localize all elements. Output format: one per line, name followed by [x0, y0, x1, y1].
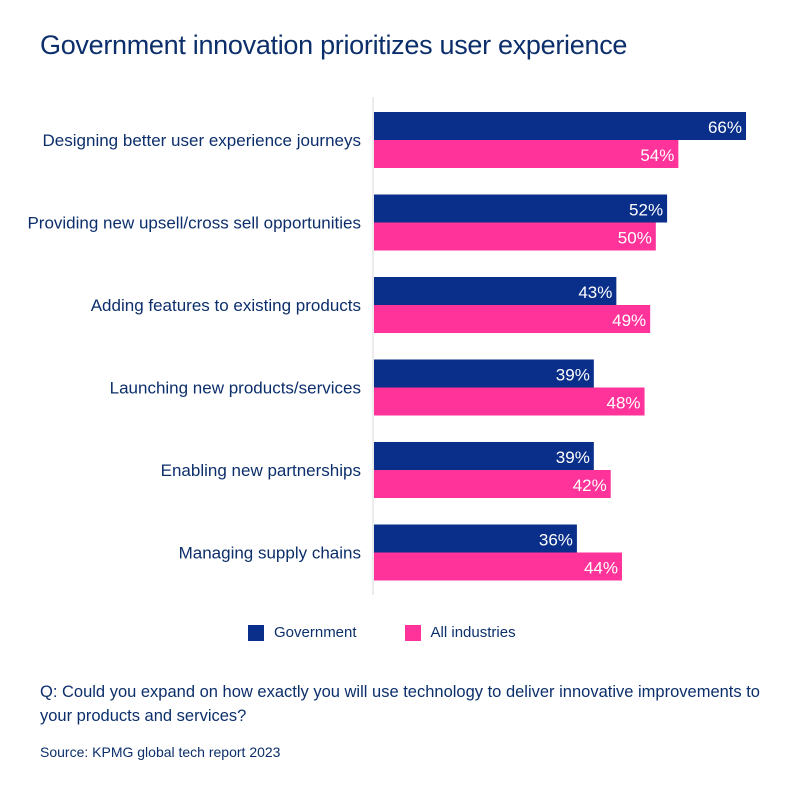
value-label-all-industries-launching-new-products-services: 48% — [607, 394, 641, 413]
bar-government-launching-new-products-services — [374, 359, 594, 388]
value-label-all-industries-managing-supply-chains: 44% — [584, 559, 618, 578]
value-label-government-providing-new-upsell-cross-sell-opportunities: 52% — [629, 201, 663, 220]
bar-all-industries-enabling-new-partnerships — [374, 470, 611, 498]
legend: Government All industries — [248, 624, 564, 641]
legend-item-all-industries: All industries — [404, 624, 516, 641]
category-label-designing-better-user-experience-journeys: Designing better user experience journey… — [43, 131, 361, 150]
bar-government-designing-better-user-experience-journeys — [374, 112, 746, 140]
bar-chart: Designing better user experience journey… — [27, 97, 746, 595]
source-note: Source: KPMG global tech report 2023 — [40, 744, 281, 760]
legend-label-all-industries: All industries — [430, 624, 516, 641]
value-label-all-industries-designing-better-user-experience-journeys: 54% — [640, 146, 674, 165]
bar-government-providing-new-upsell-cross-sell-opportunities — [374, 194, 668, 223]
category-label-enabling-new-partnerships: Enabling new partnerships — [161, 461, 361, 480]
bar-government-adding-features-to-existing-products — [374, 277, 617, 305]
category-label-adding-features-to-existing-products: Adding features to existing products — [91, 296, 361, 315]
value-label-all-industries-adding-features-to-existing-products: 49% — [612, 311, 646, 330]
chart-title: Government innovation prioritizes user e… — [40, 30, 628, 60]
category-label-managing-supply-chains: Managing supply chains — [179, 544, 361, 563]
legend-label-government: Government — [274, 624, 357, 641]
bar-all-industries-launching-new-products-services — [374, 387, 645, 416]
value-label-all-industries-enabling-new-partnerships: 42% — [573, 476, 607, 495]
bar-all-industries-providing-new-upsell-cross-sell-opportunities — [374, 222, 656, 251]
value-label-government-enabling-new-partnerships: 39% — [556, 448, 590, 467]
value-label-government-adding-features-to-existing-products: 43% — [578, 283, 612, 302]
survey-question: Q: Could you expand on how exactly you w… — [40, 683, 760, 725]
category-label-providing-new-upsell-cross-sell-opportunities: Providing new upsell/cross sell opportun… — [27, 214, 361, 233]
value-label-government-managing-supply-chains: 36% — [539, 531, 573, 550]
value-label-all-industries-providing-new-upsell-cross-sell-opportunities: 50% — [618, 229, 652, 248]
category-label-launching-new-products-services: Launching new products/services — [110, 379, 361, 398]
legend-item-government: Government — [248, 624, 357, 641]
bar-government-managing-supply-chains — [374, 524, 577, 553]
legend-swatch-government — [248, 624, 264, 641]
value-label-government-launching-new-products-services: 39% — [556, 366, 590, 385]
value-label-government-designing-better-user-experience-journeys: 66% — [708, 118, 742, 137]
bar-government-enabling-new-partnerships — [374, 442, 594, 470]
bar-all-industries-designing-better-user-experience-journeys — [374, 140, 679, 168]
bar-all-industries-managing-supply-chains — [374, 552, 622, 581]
bar-all-industries-adding-features-to-existing-products — [374, 305, 651, 333]
legend-swatch-all-industries — [404, 624, 421, 641]
